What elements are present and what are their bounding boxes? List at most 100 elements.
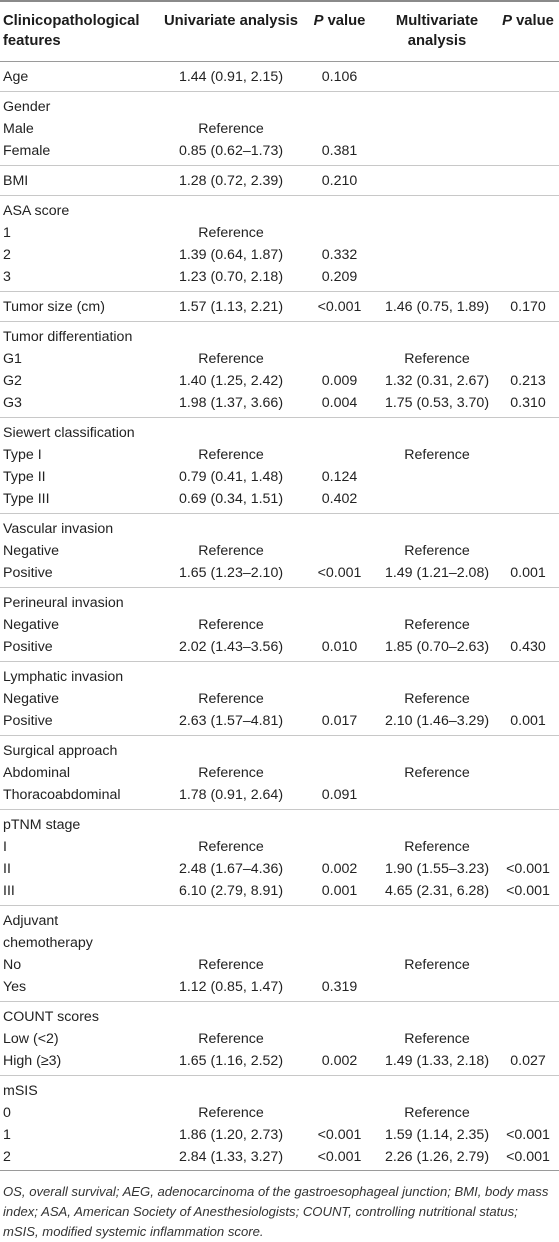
feature-label: Positive xyxy=(3,639,53,655)
multivariate-value xyxy=(377,1002,497,1029)
feature-label: Negative xyxy=(3,617,59,633)
multivariate-value: 1.46 (0.75, 1.89) xyxy=(384,299,490,315)
feature-label: mSIS xyxy=(3,1083,38,1099)
feature-label: Siewert classification xyxy=(3,425,135,441)
univariate-p-value: <0.001 xyxy=(317,565,362,581)
multivariate-p-value xyxy=(497,514,559,541)
univariate-value: 1.57 (1.13, 2.21) xyxy=(178,299,284,315)
feature-label: Tumor differentiation xyxy=(3,329,133,345)
table-row: Positive 1.65 (1.23–2.10) <0.001 1.49 (1.21… xyxy=(0,562,559,588)
univariate-p-value xyxy=(302,836,377,858)
multivariate-value: 1.85 (0.70–2.63) xyxy=(384,639,490,655)
table-row: 2 1.39 (0.64, 1.87) 0.332 xyxy=(0,244,559,266)
feature-label: No xyxy=(3,957,22,973)
table-row: Tumor differentiation xyxy=(0,322,559,349)
univariate-p-value: <0.001 xyxy=(317,299,362,315)
univariate-value xyxy=(160,906,302,933)
feature-label: Positive xyxy=(3,713,53,729)
feature-label: 2 xyxy=(3,247,11,263)
univariate-value: Reference xyxy=(198,957,264,973)
multivariate-value xyxy=(377,906,497,933)
feature-label: Female xyxy=(3,143,51,159)
table-row: II 2.48 (1.67–4.36) 0.002 1.90 (1.55–3.23) <… xyxy=(0,858,559,880)
multivariate-p-value xyxy=(497,784,559,810)
multivariate-value xyxy=(377,266,497,292)
multivariate-value xyxy=(377,736,497,763)
univariate-value: Reference xyxy=(198,617,264,633)
feature-label: Positive xyxy=(3,565,53,581)
univariate-value: 0.79 (0.41, 1.48) xyxy=(178,469,284,485)
univariate-p-value xyxy=(302,322,377,349)
univariate-value: 1.78 (0.91, 2.64) xyxy=(178,787,284,803)
univariate-value: 1.23 (0.70, 2.18) xyxy=(178,269,284,285)
univariate-value xyxy=(160,418,302,445)
multivariate-p-value xyxy=(497,762,559,784)
table-row: pTNM stage xyxy=(0,810,559,837)
table-row: I Reference Reference xyxy=(0,836,559,858)
table-row: Yes 1.12 (0.85, 1.47) 0.319 xyxy=(0,976,559,1002)
feature-label: Low (<2) xyxy=(3,1031,59,1047)
multivariate-p-value xyxy=(497,444,559,466)
univariate-p-value xyxy=(302,444,377,466)
multivariate-p-value xyxy=(497,266,559,292)
univariate-p-value: 0.209 xyxy=(321,269,358,285)
multivariate-p-value: 0.213 xyxy=(510,373,546,389)
feature-label: Gender xyxy=(3,99,51,115)
univariate-p-value: 0.091 xyxy=(321,787,358,803)
multivariate-value xyxy=(377,196,497,223)
univariate-value: 0.85 (0.62–1.73) xyxy=(178,143,284,159)
header-p-letter: P xyxy=(502,13,512,29)
multivariate-value xyxy=(377,466,497,488)
multivariate-value xyxy=(377,662,497,689)
univariate-p-value xyxy=(302,1076,377,1103)
table-row: G2 1.40 (1.25, 2.42) 0.009 1.32 (0.31, 2.67… xyxy=(0,370,559,392)
multivariate-value: Reference xyxy=(404,1031,470,1047)
univariate-p-value xyxy=(302,954,377,976)
multivariate-value: Reference xyxy=(404,691,470,707)
multivariate-p-value: <0.001 xyxy=(506,883,550,899)
univariate-p-value xyxy=(302,614,377,636)
table-row: Positive 2.02 (1.43–3.56) 0.010 1.85 (0.70–… xyxy=(0,636,559,662)
multivariate-value xyxy=(377,140,497,166)
univariate-value xyxy=(160,322,302,349)
feature-label: Negative xyxy=(3,543,59,559)
multivariate-p-value xyxy=(497,688,559,710)
header-features: Clinicopathological features xyxy=(3,13,140,49)
multivariate-p-value xyxy=(497,418,559,445)
univariate-p-value xyxy=(302,540,377,562)
table-row: Gender xyxy=(0,92,559,119)
feature-label: Tumor size (cm) xyxy=(3,299,105,315)
table-row: Male Reference xyxy=(0,118,559,140)
feature-label: 1 xyxy=(3,225,11,241)
univariate-value: 2.48 (1.67–4.36) xyxy=(178,861,284,877)
univariate-value xyxy=(160,662,302,689)
table-row: ASA score xyxy=(0,196,559,223)
multivariate-value: Reference xyxy=(404,617,470,633)
header-multivariate: Multivariate analysis xyxy=(395,13,479,49)
univariate-p-value xyxy=(302,588,377,615)
univariate-p-value: 0.002 xyxy=(321,1053,358,1069)
multivariate-p-value xyxy=(497,196,559,223)
feature-label: chemotherapy xyxy=(3,935,93,951)
feature-label: Age xyxy=(3,69,29,85)
multivariate-p-value: <0.001 xyxy=(506,1127,550,1143)
univariate-value: Reference xyxy=(198,765,264,781)
multivariate-value: Reference xyxy=(404,447,470,463)
multivariate-value: Reference xyxy=(404,765,470,781)
univariate-value: 1.86 (1.20, 2.73) xyxy=(178,1127,284,1143)
feature-label: Male xyxy=(3,121,34,137)
univariate-value: 1.12 (0.85, 1.47) xyxy=(178,979,284,995)
multivariate-value: Reference xyxy=(404,839,470,855)
feature-label: Negative xyxy=(3,691,59,707)
table-row: BMI 1.28 (0.72, 2.39) 0.210 xyxy=(0,166,559,196)
univariate-value: 6.10 (2.79, 8.91) xyxy=(178,883,284,899)
regression-table: Clinicopathological features Univariate … xyxy=(0,1,559,1169)
table-row: 3 1.23 (0.70, 2.18) 0.209 xyxy=(0,266,559,292)
multivariate-value: 1.49 (1.33, 2.18) xyxy=(384,1053,490,1069)
table-body: Age 1.44 (0.91, 2.15) 0.106 Gender Male Refer… xyxy=(0,62,559,1169)
multivariate-p-value: 0.001 xyxy=(510,713,546,729)
univariate-value: Reference xyxy=(198,839,264,855)
univariate-p-value: 0.402 xyxy=(321,491,358,507)
multivariate-p-value: 0.001 xyxy=(510,565,546,581)
univariate-value: Reference xyxy=(198,121,264,137)
